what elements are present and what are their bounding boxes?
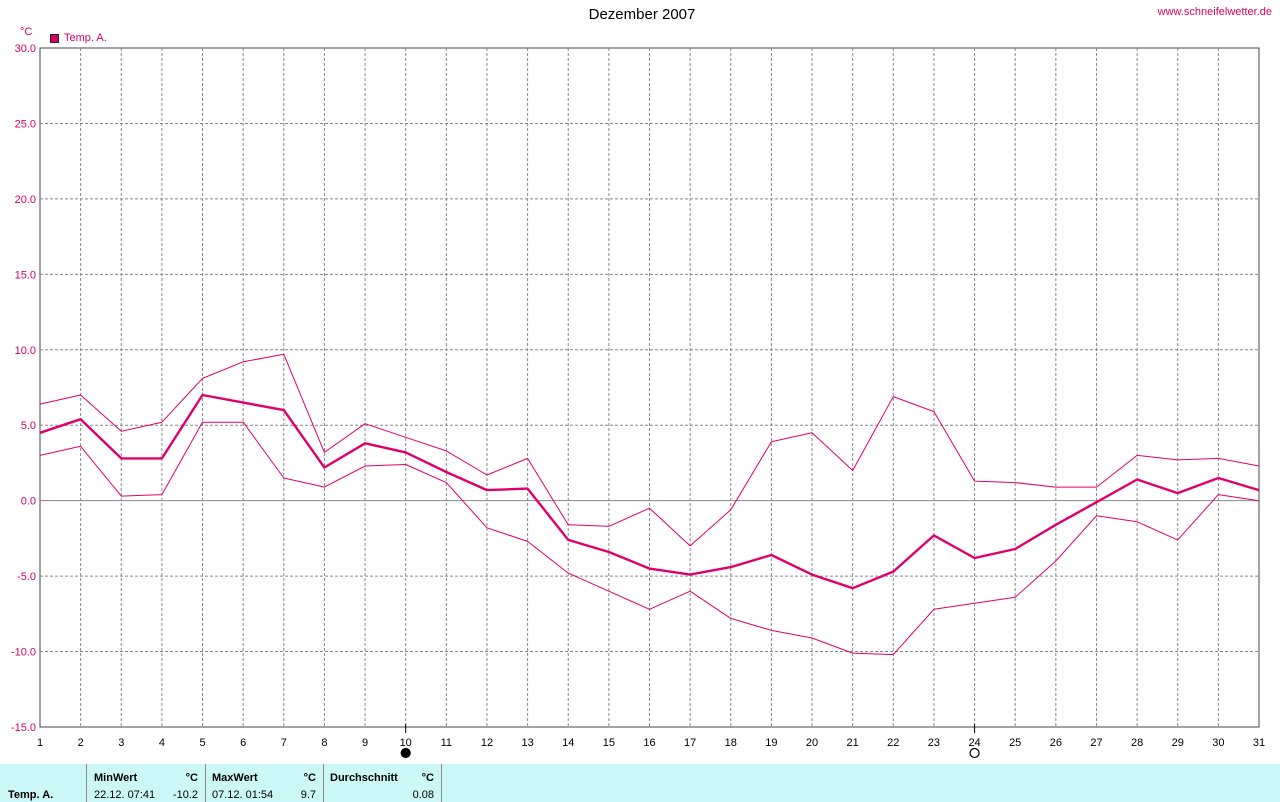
x-tick-label: 2 — [78, 737, 84, 749]
series-line-min — [39, 421, 1260, 656]
chart-title: Dezember 2007 — [588, 6, 696, 23]
max-value: 9.7 — [300, 789, 316, 801]
y-tick-label: -5.0 — [17, 571, 36, 583]
x-tick-label: 20 — [806, 737, 818, 749]
x-tick-label: 17 — [684, 737, 696, 749]
x-tick-label: 5 — [199, 737, 205, 749]
y-tick-label: 25.0 — [15, 118, 36, 130]
legend-label: Temp. A. — [64, 32, 107, 44]
x-tick-label: 30 — [1212, 737, 1224, 749]
x-tick-label: 26 — [1050, 737, 1062, 749]
x-tick-label: 16 — [643, 737, 655, 749]
stats-footer: Temp. A. MinWert °C 22.12. 07:41 -10.2 M… — [0, 764, 1280, 802]
y-tick-label: 10.0 — [15, 345, 36, 357]
x-tick-label: 1 — [37, 737, 43, 749]
x-tick-label: 3 — [118, 737, 124, 749]
x-tick-label: 13 — [521, 737, 533, 749]
max-date: 07.12. 01:54 — [212, 789, 274, 801]
y-tick-label: 15.0 — [15, 269, 36, 281]
x-tick-label: 31 — [1253, 737, 1265, 749]
x-tick-label: 14 — [562, 737, 574, 749]
x-tick-label: 25 — [1009, 737, 1021, 749]
x-tick-label: 18 — [725, 737, 737, 749]
avg-cell: Durchschnitt °C 0.08 — [324, 764, 442, 802]
y-tick-label: -15.0 — [11, 722, 36, 734]
y-tick-label: 20.0 — [15, 194, 36, 206]
x-tick-label: 8 — [321, 737, 327, 749]
x-tick-label: 22 — [887, 737, 899, 749]
min-date: 22.12. 07:41 — [94, 789, 156, 801]
max-header: MaxWert — [212, 772, 258, 784]
x-tick-label: 21 — [847, 737, 859, 749]
x-tick-label: 29 — [1172, 737, 1184, 749]
x-tick-label: 4 — [159, 737, 165, 749]
site-link[interactable]: www.schneifelwetter.de — [1157, 6, 1272, 18]
x-tick-label: 9 — [362, 737, 368, 749]
x-tick-label: 27 — [1090, 737, 1102, 749]
x-tick-label: 12 — [481, 737, 493, 749]
x-tick-label: 10 — [400, 737, 412, 749]
min-unit: °C — [185, 772, 198, 784]
y-tick-label: -10.0 — [11, 647, 36, 659]
avg-header: Durchschnitt — [330, 772, 398, 784]
y-tick-label: 5.0 — [21, 420, 36, 432]
max-cell: MaxWert °C 07.12. 01:54 9.7 — [206, 764, 324, 802]
x-tick-label: 6 — [240, 737, 246, 749]
x-tick-label: 7 — [281, 737, 287, 749]
footer-label-cell: Temp. A. — [0, 764, 87, 802]
x-tick-label: 24 — [968, 737, 980, 749]
x-tick-label: 19 — [765, 737, 777, 749]
full-moon-marker — [400, 747, 411, 759]
x-tick-label: 15 — [603, 737, 615, 749]
x-tick-label: 11 — [441, 737, 452, 749]
legend-swatch — [50, 33, 59, 43]
series-line-avg — [39, 393, 1260, 590]
max-unit: °C — [303, 772, 316, 784]
avg-value: 0.08 — [412, 789, 434, 801]
x-tick-label: 23 — [928, 737, 940, 749]
footer-row-label: Temp. A. — [8, 789, 54, 801]
y-axis-unit: °C — [20, 26, 33, 38]
y-tick-label: 0.0 — [21, 496, 36, 508]
min-cell: MinWert °C 22.12. 07:41 -10.2 — [87, 764, 206, 802]
legend: Temp. A. — [50, 32, 107, 44]
series-line-max — [39, 353, 1260, 547]
temperature-chart: 30.0 25.0 20.0 15.0 10.0 5.0 0.0 -5.0 -10.0 -15.0… — [11, 43, 1265, 759]
min-header: MinWert — [94, 772, 138, 784]
avg-unit: °C — [421, 772, 434, 784]
new-moon-marker — [969, 747, 980, 759]
min-value: -10.2 — [172, 789, 198, 801]
y-tick-label: 30.0 — [15, 43, 36, 55]
x-tick-label: 28 — [1131, 737, 1143, 749]
